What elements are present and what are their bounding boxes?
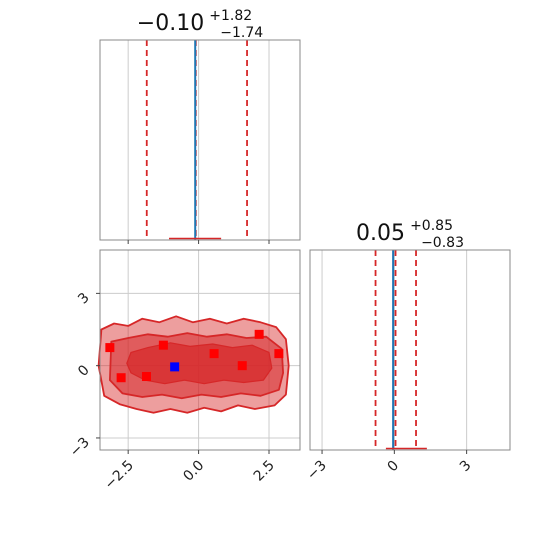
marginal1-frame xyxy=(99,39,301,241)
scatter-point-4 xyxy=(209,349,219,359)
marginal1-title-sup: +1.82 xyxy=(209,8,252,24)
joint-panel: −2.5 0.0 2.5 −3 0 3 xyxy=(67,249,301,493)
joint-ytick-label-2: 3 xyxy=(75,290,93,308)
joint-ytick-label-0: −3 xyxy=(67,434,93,460)
marginal2-grid xyxy=(321,250,468,450)
scatter-point-1 xyxy=(116,373,126,383)
scatter-point-7 xyxy=(274,349,284,359)
joint-xtick-label-2: 2.5 xyxy=(251,458,278,485)
joint-xtick-label-0: −2.5 xyxy=(102,458,137,493)
marginal2-title-main: 0.05 xyxy=(356,221,405,246)
marginal1-marks xyxy=(145,40,248,240)
marginal-panel-param1: −0.10 +1.82 −1.74 xyxy=(99,5,301,244)
scatter-point-5 xyxy=(237,361,247,371)
marginal2-xtick-label-1: 0 xyxy=(385,458,403,476)
joint-frame xyxy=(99,249,301,451)
joint-points xyxy=(105,329,284,383)
marginal2-xtick-label-0: −3 xyxy=(304,458,330,484)
scatter-point-6 xyxy=(254,329,264,339)
joint-xtick-label-1: 0.0 xyxy=(180,458,207,485)
marginal2-xtick-label-2: 3 xyxy=(457,458,475,476)
marginal2-marks xyxy=(374,250,427,450)
scatter-point-0 xyxy=(105,343,115,353)
marginal1-grid xyxy=(127,40,270,240)
joint-contours xyxy=(97,315,290,414)
marginal2-title-sup: +0.85 xyxy=(410,218,453,234)
marginal2-title-sub: −0.83 xyxy=(421,235,464,251)
marginal1-title-sub: −1.74 xyxy=(220,25,263,41)
marginal2-frame xyxy=(309,249,511,451)
scatter-point-3 xyxy=(158,340,168,350)
marginal1-ticks xyxy=(127,240,270,244)
marginal2-ticks: −3 0 3 xyxy=(304,450,474,483)
marginal1-title-main: −0.10 xyxy=(137,11,204,36)
scatter-point-2 xyxy=(141,372,151,382)
joint-ytick-label-1: 0 xyxy=(75,362,93,380)
marginal1-title: −0.10 +1.82 −1.74 xyxy=(137,5,264,41)
truth-point xyxy=(170,362,180,372)
marginal-panel-param2: −3 0 3 0.05 +0.85 −0.83 xyxy=(304,215,511,483)
marginal2-title: 0.05 +0.85 −0.83 xyxy=(356,215,464,251)
